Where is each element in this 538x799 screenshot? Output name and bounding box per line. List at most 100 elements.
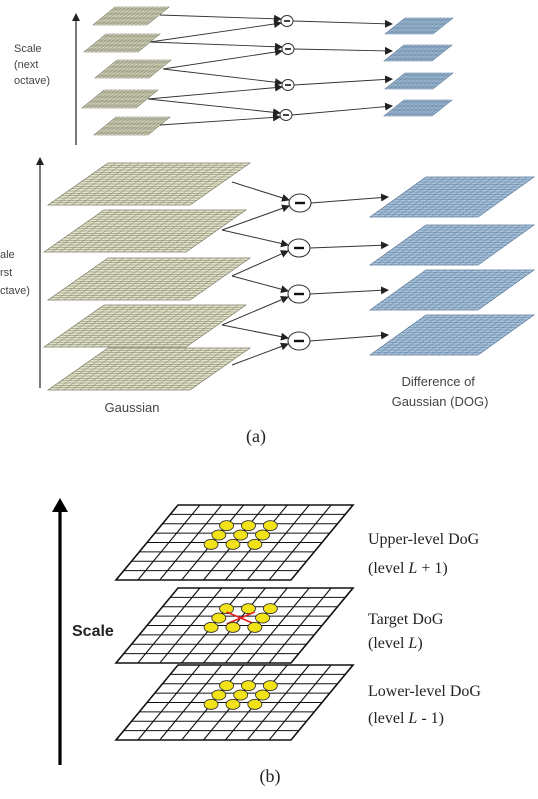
neighbor-keypoint bbox=[241, 680, 256, 692]
target-dog-grid bbox=[114, 587, 355, 664]
dog-layer-first-octave bbox=[368, 176, 536, 218]
output-arrow bbox=[292, 19, 393, 28]
gaussian-layer-next-octave bbox=[93, 116, 171, 136]
target-level-title: Target DoG bbox=[368, 611, 444, 628]
dog-layer-first-octave bbox=[368, 314, 536, 356]
upper-level-title: Upper-level DoG bbox=[368, 531, 480, 548]
neighbor-keypoint bbox=[211, 612, 227, 624]
dog-layer-next-octave bbox=[383, 44, 453, 62]
gaussian-and-dog-layers bbox=[42, 6, 536, 391]
subtract-operator bbox=[287, 238, 311, 258]
neighbor-keypoint bbox=[255, 689, 270, 701]
neighbor-keypoint bbox=[247, 698, 263, 710]
gaussian-layer-first-octave bbox=[46, 347, 252, 391]
gaussian-layer-first-octave bbox=[46, 257, 252, 301]
input-arrow bbox=[162, 48, 283, 70]
input-arrow bbox=[231, 275, 289, 294]
neighbor-keypoint bbox=[233, 529, 249, 541]
input-arrow bbox=[221, 324, 289, 341]
neighbor-keypoint bbox=[262, 603, 278, 615]
level-labels: Upper-level DoG (level L + 1) Target DoG… bbox=[368, 531, 481, 727]
subtract-operator bbox=[281, 43, 295, 55]
input-arrow bbox=[221, 204, 290, 231]
input-arrow bbox=[221, 296, 289, 326]
dog-layer-first-octave bbox=[368, 224, 536, 266]
subtraction-arrows bbox=[147, 14, 393, 366]
dog-layer-first-octave bbox=[368, 269, 536, 311]
caption-a: (a) bbox=[246, 426, 266, 447]
neighbor-keypoint bbox=[225, 698, 241, 710]
input-arrow bbox=[231, 181, 290, 202]
lower-level-dog-grid bbox=[114, 664, 355, 741]
gaussian-layer-next-octave bbox=[94, 59, 172, 79]
neighbor-keypoint bbox=[203, 698, 219, 710]
dog-layer-next-octave bbox=[383, 99, 453, 117]
next-octave-label: Scale (next octave) bbox=[14, 43, 50, 87]
neighbor-keypoint bbox=[211, 529, 227, 541]
subtract-operator bbox=[287, 284, 311, 304]
neighbor-keypoint bbox=[219, 603, 234, 615]
dog-layer-next-octave bbox=[384, 17, 454, 35]
neighbor-keypoint bbox=[241, 603, 256, 615]
output-arrow bbox=[309, 331, 389, 342]
first-octave-label: ale rst ctave) bbox=[0, 249, 30, 297]
input-arrow bbox=[159, 113, 281, 126]
gaussian-layer-first-octave bbox=[42, 209, 248, 253]
input-arrow bbox=[149, 20, 282, 43]
panel-a-dog-construction: Scale (next octave) ale rst ctave) Gauss… bbox=[0, 6, 536, 447]
target-level-sub: (level L) bbox=[368, 635, 423, 652]
neighbor-keypoint bbox=[247, 621, 263, 633]
dog-layer-next-octave bbox=[384, 72, 454, 90]
input-arrow bbox=[147, 98, 281, 117]
dog-levels bbox=[114, 504, 355, 741]
subtract-operator bbox=[287, 331, 311, 351]
scale-label-b: Scale bbox=[72, 623, 114, 640]
panel-b-extrema-detection: Scale Upper-level DoG (level L + 1) Targ… bbox=[52, 498, 481, 787]
neighbor-keypoint bbox=[211, 689, 227, 701]
neighbor-keypoint bbox=[262, 520, 278, 532]
neighbor-keypoint bbox=[255, 612, 270, 624]
output-arrow bbox=[309, 286, 389, 295]
caption-b: (b) bbox=[260, 766, 281, 787]
subtract-operator bbox=[280, 15, 294, 27]
subtract-operator bbox=[288, 193, 312, 213]
neighbor-keypoint bbox=[262, 680, 278, 692]
lower-level-title: Lower-level DoG bbox=[368, 683, 481, 700]
subtract-operator bbox=[279, 109, 293, 121]
output-arrow bbox=[293, 46, 393, 55]
gaussian-label: Gaussian bbox=[105, 400, 160, 415]
upper-level-sub: (level L + 1) bbox=[368, 560, 448, 577]
gaussian-layer-first-octave bbox=[42, 304, 248, 348]
input-arrow bbox=[231, 342, 289, 366]
neighbor-keypoint bbox=[233, 689, 249, 701]
input-arrow bbox=[162, 68, 283, 87]
gaussian-layer-next-octave bbox=[83, 33, 161, 53]
gaussian-layer-next-octave bbox=[81, 89, 159, 109]
neighbor-keypoint bbox=[219, 680, 234, 692]
input-arrow bbox=[149, 41, 283, 51]
input-arrow bbox=[231, 250, 289, 277]
output-arrow bbox=[310, 193, 389, 204]
neighbor-keypoint bbox=[203, 621, 219, 633]
dog-label: Difference of Gaussian (DOG) bbox=[392, 374, 489, 409]
output-arrow bbox=[291, 102, 393, 116]
subtract-operator bbox=[281, 79, 295, 91]
output-arrow bbox=[309, 241, 389, 250]
gaussian-layer-next-octave bbox=[92, 6, 170, 26]
neighbor-keypoint bbox=[203, 538, 219, 550]
upper-level-dog-grid bbox=[114, 504, 355, 581]
gaussian-layer-first-octave bbox=[46, 162, 252, 206]
neighbor-keypoint bbox=[219, 520, 234, 532]
input-arrow bbox=[221, 229, 289, 248]
neighbor-keypoint bbox=[225, 621, 241, 633]
target-center-mark bbox=[226, 611, 256, 625]
neighbor-keypoint bbox=[241, 520, 256, 532]
input-arrow bbox=[147, 83, 283, 100]
neighbor-keypoint bbox=[225, 538, 241, 550]
input-arrow bbox=[159, 14, 282, 23]
lower-level-sub: (level L - 1) bbox=[368, 710, 444, 727]
neighbor-keypoint bbox=[247, 538, 263, 550]
neighbor-keypoint bbox=[255, 529, 270, 541]
subtraction-operators bbox=[279, 15, 312, 351]
